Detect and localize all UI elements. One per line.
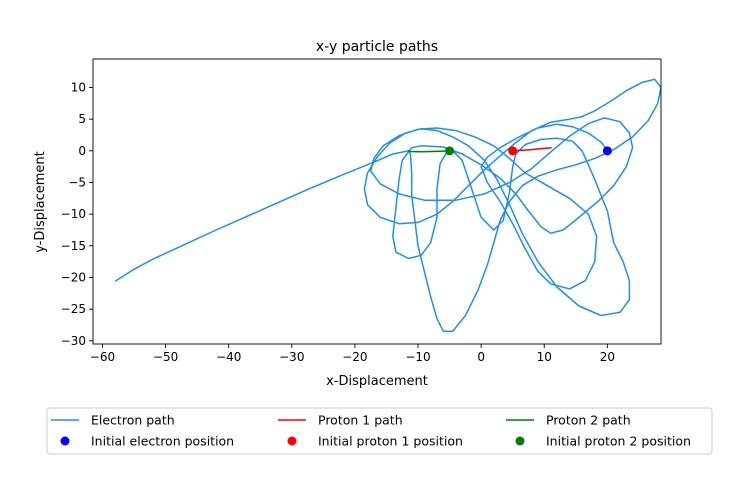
- y-tick-label: −5: [68, 176, 86, 190]
- legend-marker-swatch: [287, 436, 297, 446]
- series-group: [114, 78, 661, 333]
- legend-label: Initial proton 2 position: [546, 434, 691, 449]
- legend-label: Proton 1 path: [318, 413, 403, 428]
- y-tick-label: 5: [78, 112, 86, 126]
- x-tick-label: −60: [90, 350, 115, 364]
- legend-label: Proton 2 path: [546, 413, 631, 428]
- y-tick-label: 10: [71, 81, 86, 95]
- legend-marker-swatch: [515, 436, 525, 446]
- y-tick-label: −20: [61, 271, 86, 285]
- legend-marker-swatch: [60, 436, 70, 446]
- series-marker-3-0: [602, 146, 612, 156]
- legend: Electron path Proton 1 path Proton 2 path I…: [46, 407, 713, 455]
- legend-label: Electron path: [91, 413, 175, 428]
- legend-label: Initial electron position: [91, 434, 234, 449]
- y-tick-label: −30: [61, 334, 86, 348]
- x-tick-label: −30: [279, 350, 304, 364]
- chart-title: x-y particle paths: [316, 39, 438, 55]
- y-tick-label: −10: [61, 207, 86, 221]
- y-tick-label: −25: [61, 302, 86, 316]
- x-tick-label: −20: [342, 350, 367, 364]
- y-tick-label: −15: [61, 239, 86, 253]
- y-axis-label: y-Displacement: [33, 151, 48, 253]
- x-tick-label: −10: [405, 350, 430, 364]
- x-tick-label: −40: [216, 350, 241, 364]
- series-marker-5-0: [445, 146, 455, 156]
- plot-area: [114, 78, 661, 333]
- y-tick-label: 0: [78, 144, 86, 158]
- plot-frame: [92, 58, 662, 345]
- x-tick-label: 20: [600, 350, 615, 364]
- series-line-0: [114, 78, 661, 333]
- x-tick-label: 10: [537, 350, 552, 364]
- legend-label: Initial proton 1 position: [318, 434, 463, 449]
- x-tick-label: 0: [477, 350, 485, 364]
- series-line-2: [407, 149, 450, 153]
- legend-box: [46, 407, 713, 455]
- x-tick-label: −50: [153, 350, 178, 364]
- axes: −60 −50 −40 −30 −20 −10 0 10 20 10 5 0 −5 −10 −15 −20 −2…: [61, 58, 662, 364]
- series-line-1: [512, 146, 552, 152]
- x-axis-label: x-Displacement: [326, 374, 428, 389]
- series-marker-4-0: [508, 146, 518, 156]
